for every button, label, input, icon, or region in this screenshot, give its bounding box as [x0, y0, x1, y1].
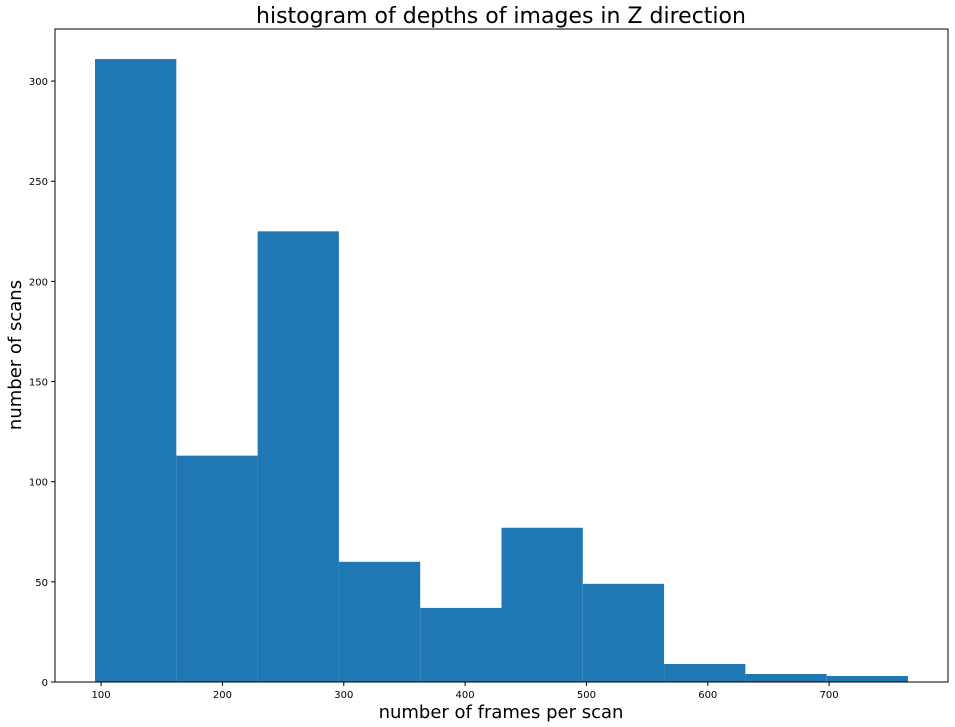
- x-tick-label: 600: [698, 690, 717, 701]
- bars-group: [95, 59, 908, 682]
- y-tick-label: 250: [29, 177, 48, 188]
- x-tick-label: 500: [577, 690, 596, 701]
- histogram-bar: [745, 673, 827, 682]
- chart-title: histogram of depths of images in Z direc…: [256, 4, 746, 29]
- histogram-bar: [826, 675, 908, 682]
- x-axis-ticks: 100 200 300 400 500 600 700: [92, 682, 839, 701]
- y-tick-label: 0: [42, 678, 48, 689]
- y-tick-label: 150: [29, 378, 48, 389]
- histogram-bar: [257, 231, 339, 682]
- x-tick-label: 700: [820, 690, 839, 701]
- x-axis-title: number of frames per scan: [379, 702, 624, 723]
- histogram-bar: [95, 59, 177, 682]
- histogram-bar: [582, 583, 665, 682]
- y-tick-label: 100: [29, 478, 48, 489]
- x-tick-label: 400: [456, 690, 475, 701]
- histogram-bar: [664, 663, 746, 682]
- plot-area-frame: [54, 28, 949, 683]
- y-tick-label: 50: [35, 578, 48, 589]
- histogram-bar: [420, 607, 502, 682]
- y-axis-title: number of scans: [5, 280, 26, 430]
- x-tick-label: 100: [92, 690, 111, 701]
- y-tick-label: 200: [29, 277, 48, 288]
- histogram-bar: [176, 455, 258, 682]
- y-tick-label: 300: [29, 77, 48, 88]
- x-tick-label: 200: [213, 690, 232, 701]
- y-axis-ticks: 0 50 100 150 200 250 300: [29, 77, 55, 689]
- histogram-bar: [501, 527, 583, 682]
- x-tick-label: 300: [334, 690, 353, 701]
- histogram-bar: [338, 561, 421, 682]
